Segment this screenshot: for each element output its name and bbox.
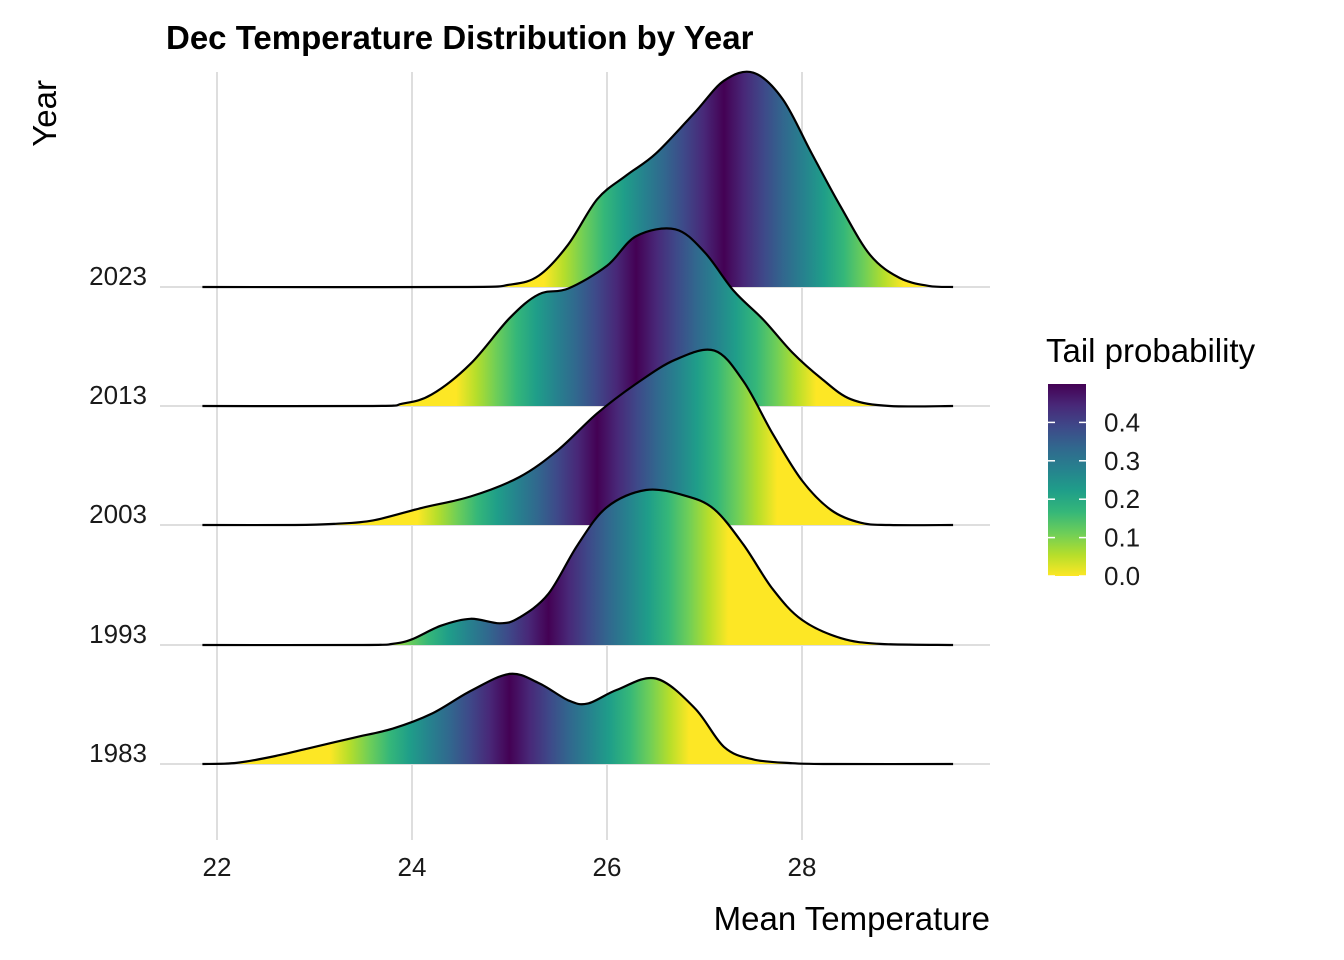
y-axis-title: Year [26, 80, 63, 147]
legend: Tail probability 0.0 0.1 0.2 0.3 0.4 [1046, 332, 1256, 591]
chart-title: Dec Temperature Distribution by Year [166, 19, 754, 56]
x-tick-26: 26 [593, 852, 622, 882]
ridge-line-1993 [202, 488, 954, 647]
x-tick-22: 22 [203, 852, 232, 882]
ridge-fill-1983 [202, 673, 954, 765]
legend-label-0.0: 0.0 [1104, 561, 1140, 591]
y-tick-2013: 2013 [89, 380, 147, 410]
ridge-fill-2023 [202, 71, 954, 288]
ridge-line-1983 [202, 672, 954, 766]
legend-label-0.4: 0.4 [1104, 407, 1140, 437]
legend-colorbar [1048, 384, 1086, 576]
ridges [202, 70, 954, 766]
legend-label-0.1: 0.1 [1104, 523, 1140, 553]
x-tick-labels: 22 24 26 28 [203, 852, 817, 882]
ridge-fill-2013 [202, 228, 954, 407]
ridge-fill-2003 [202, 349, 954, 526]
ridge-line-2023 [202, 70, 954, 289]
legend-label-0.2: 0.2 [1104, 484, 1140, 514]
x-tick-28: 28 [788, 852, 817, 882]
y-tick-1993: 1993 [89, 619, 147, 649]
y-tick-2003: 2003 [89, 499, 147, 529]
ridge-line-2003 [202, 348, 954, 527]
x-tick-24: 24 [398, 852, 427, 882]
y-tick-2023: 2023 [89, 261, 147, 291]
ridge-line-2013 [202, 227, 954, 408]
ridge-fill-1993 [202, 489, 954, 646]
x-axis-title: Mean Temperature [714, 900, 990, 937]
legend-title: Tail probability [1046, 332, 1256, 369]
y-tick-1983: 1983 [89, 738, 147, 768]
legend-label-0.3: 0.3 [1104, 446, 1140, 476]
y-tick-labels: 1983 1993 2003 2013 2023 [89, 261, 147, 768]
